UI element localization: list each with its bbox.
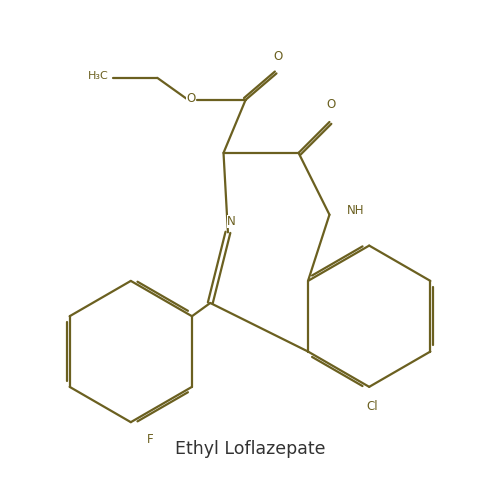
Text: F: F [146,433,154,446]
Text: H₃C: H₃C [88,71,108,81]
Text: Cl: Cl [366,400,378,413]
Text: O: O [326,98,336,112]
Text: N: N [227,215,236,228]
Text: Ethyl Loflazepate: Ethyl Loflazepate [175,440,325,458]
Text: O: O [274,50,283,63]
Text: NH: NH [347,204,364,217]
Text: O: O [186,92,196,104]
